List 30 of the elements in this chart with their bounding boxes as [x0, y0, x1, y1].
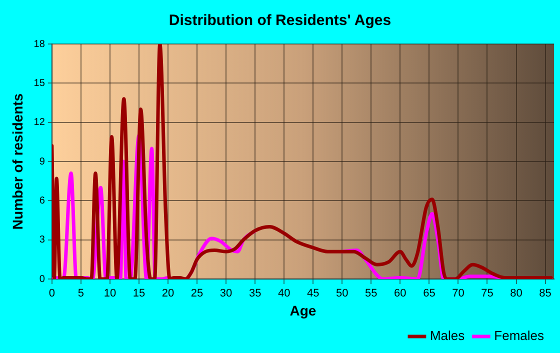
y-tick-label: 3	[39, 234, 46, 246]
y-tick-label: 12	[34, 117, 46, 128]
x-tick-label: 30	[220, 288, 232, 300]
x-tick-label: 20	[162, 288, 174, 300]
y-tick-label: 18	[34, 38, 46, 50]
y-tick-label: 0	[39, 274, 46, 285]
x-tick-label: 40	[278, 288, 290, 300]
y-tick-label: 6	[39, 195, 46, 206]
y-tick-label: 9	[39, 156, 46, 168]
x-tick-label: 80	[510, 288, 522, 300]
x-tick-label: 45	[306, 288, 320, 300]
x-tick-label: 65	[423, 288, 436, 300]
legend-label: Females	[494, 328, 544, 344]
x-axis-title: Age	[290, 302, 316, 318]
x-tick-label: 0	[48, 288, 55, 300]
x-tick-label: 50	[336, 288, 348, 300]
chart-title: Distribution of Residents' Ages	[168, 12, 392, 30]
x-tick-label: 60	[394, 288, 406, 300]
y-axis-title: Number of residents	[9, 93, 26, 230]
x-tick-label: 75	[481, 288, 494, 300]
x-tick-label: 5	[78, 288, 84, 300]
x-tick-label: 15	[132, 288, 146, 300]
x-tick-label: 10	[104, 288, 116, 300]
x-tick-label: 25	[190, 288, 204, 300]
legend-label: Males	[430, 328, 466, 344]
y-tick-label: 15	[34, 78, 46, 89]
x-tick-label: 35	[248, 288, 262, 300]
x-tick-label: 70	[452, 288, 464, 300]
x-tick-label: 85	[539, 288, 552, 300]
x-tick-label: 55	[365, 288, 378, 300]
